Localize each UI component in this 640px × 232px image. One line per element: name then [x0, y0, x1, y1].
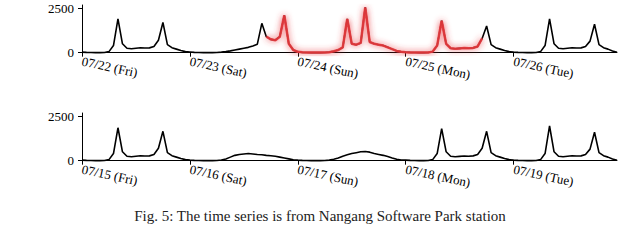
html-text:Fig. 5: The time series is fro: Fig. 5: The time series is from Nangang … [134, 208, 506, 224]
svg-text:07/17 (Sun): 07/17 (Sun) [296, 162, 359, 190]
svg-text:07/24 (Sun): 07/24 (Sun) [296, 54, 359, 82]
svg-text:07/26 (Tue): 07/26 (Tue) [512, 54, 575, 81]
svg-text:07/23 (Sat): 07/23 (Sat) [188, 54, 248, 81]
svg-text:07/15 (Fri): 07/15 (Fri) [80, 162, 139, 188]
svg-text:07/16 (Sat): 07/16 (Sat) [188, 162, 248, 189]
svg-text:07/22 (Fri): 07/22 (Fri) [80, 54, 139, 80]
svg-text:07/25 (Mon): 07/25 (Mon) [404, 54, 472, 82]
svg-text:07/19 (Tue): 07/19 (Tue) [512, 162, 575, 189]
svg-text:0: 0 [68, 45, 75, 60]
svg-text:07/18 (Mon): 07/18 (Mon) [404, 162, 472, 190]
svg-text:0: 0 [68, 153, 75, 168]
svg-text:2500: 2500 [48, 109, 74, 124]
svg-text:2500: 2500 [48, 1, 74, 16]
